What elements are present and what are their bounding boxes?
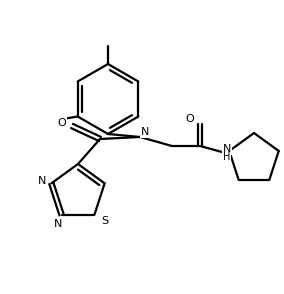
Text: H: H: [223, 152, 231, 162]
Text: O: O: [58, 118, 66, 128]
Text: N: N: [38, 176, 47, 186]
Text: S: S: [101, 216, 108, 226]
Text: N: N: [223, 144, 231, 154]
Text: N: N: [54, 219, 63, 229]
Text: O: O: [186, 114, 194, 124]
Text: N: N: [141, 127, 149, 137]
